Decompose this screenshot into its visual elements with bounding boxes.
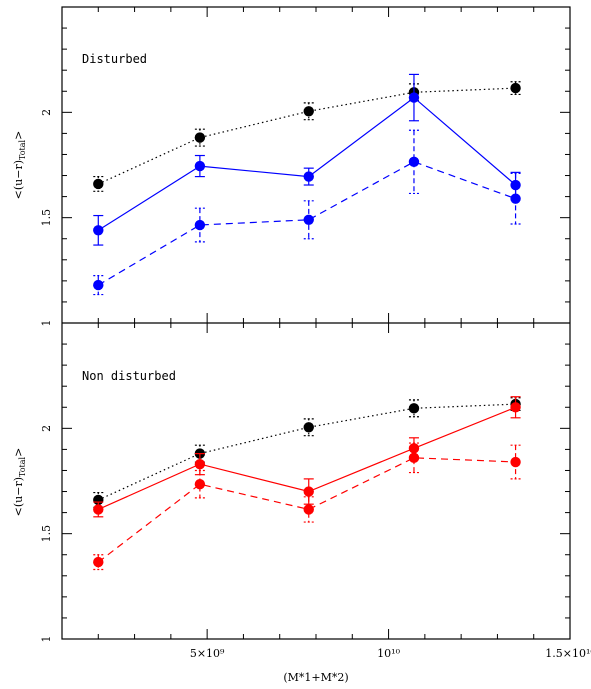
data-point — [303, 504, 314, 515]
data-point — [303, 106, 314, 117]
series-line — [97, 96, 516, 231]
data-point — [93, 178, 104, 190]
top-panel-annotation: Disturbed — [82, 52, 147, 66]
series-line — [98, 87, 516, 185]
data-point — [408, 452, 420, 464]
data-point — [303, 214, 314, 225]
x-tick-label: 1.5×10¹⁰ — [545, 647, 591, 660]
bottom-panel-annotation: Non disturbed — [82, 369, 176, 383]
data-point — [93, 279, 104, 291]
data-point — [194, 478, 206, 490]
series-line — [98, 403, 516, 501]
bottom-y-axis-label: <(u−r)Total> — [12, 448, 27, 517]
data-point — [93, 556, 104, 568]
data-point — [510, 402, 521, 413]
data-point — [194, 160, 206, 172]
data-point — [194, 219, 206, 231]
x-axis-label: (M*1+M*2) — [283, 671, 348, 684]
data-point — [408, 443, 420, 454]
series-line — [97, 457, 516, 563]
data-point — [510, 82, 521, 94]
y-tick-label: 1 — [40, 320, 53, 327]
y-tick-label: 2 — [40, 425, 53, 432]
x-tick-label: 10¹⁰ — [377, 647, 400, 660]
data-point — [303, 422, 314, 433]
data-point — [303, 171, 314, 182]
data-point — [510, 193, 521, 204]
data-point — [194, 458, 206, 470]
marks-layer — [93, 73, 521, 571]
y-tick-label: 1 — [40, 636, 53, 643]
y-tick-label: 1.5 — [40, 525, 53, 543]
ticks-layer: 1 1.5 2 1 1.5 2 5×10⁹ 10¹⁰ 1.5×10¹⁰ — [40, 7, 591, 660]
data-point — [510, 456, 521, 468]
top-y-axis-label: <(u−r)Total> — [12, 131, 27, 200]
data-point — [194, 132, 206, 143]
data-point — [408, 92, 420, 103]
data-point — [408, 156, 420, 168]
y-tick-label: 2 — [40, 109, 53, 116]
data-point — [408, 403, 420, 414]
x-tick-label: 5×10⁹ — [190, 647, 225, 660]
data-point — [93, 504, 104, 515]
series-line — [97, 161, 516, 286]
data-point — [93, 225, 104, 236]
y-tick-label: 1.5 — [40, 209, 53, 227]
data-point — [303, 486, 314, 497]
